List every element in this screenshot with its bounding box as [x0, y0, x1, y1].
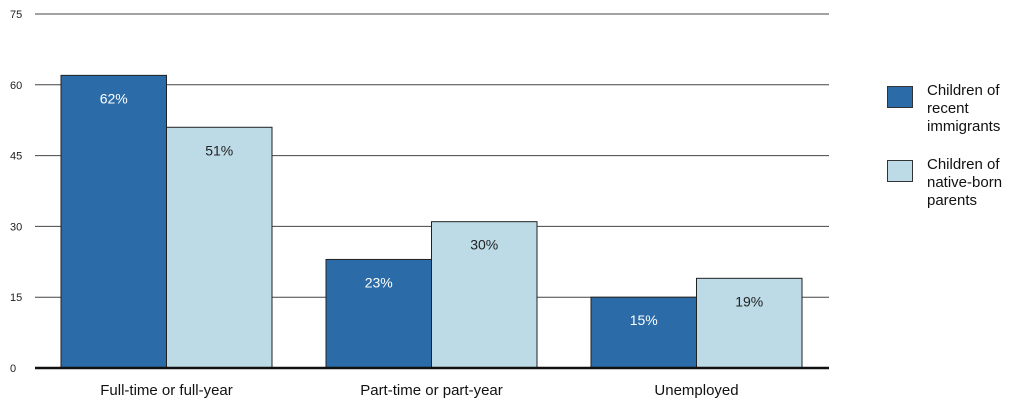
y-tick-label-45: 45: [10, 151, 22, 163]
bar-recent-immigrants-1: [325, 258, 432, 369]
bar-label-recent-immigrants-0: 62%: [100, 90, 128, 106]
bar-label-recent-immigrants-2: 15%: [630, 312, 658, 328]
y-tick-label-75: 75: [10, 9, 22, 21]
y-tick-label-15: 15: [10, 292, 22, 304]
y-tick-label-60: 60: [10, 80, 22, 92]
category-label-2: Unemployed: [654, 382, 738, 399]
category-label-0: Full-time or full-year: [100, 382, 233, 399]
legend-item-recent-immigrants: Children of recent immigrants: [887, 82, 1029, 136]
category-label-1: Part-time or part-year: [360, 382, 503, 399]
legend-swatch-recent-immigrants: [887, 86, 913, 108]
bar-label-recent-immigrants-1: 23%: [365, 274, 393, 290]
legend-swatch-native-born: [887, 160, 913, 182]
y-tick-label-30: 30: [10, 221, 22, 233]
y-tick-label-0: 0: [10, 363, 16, 375]
legend: Children of recent immigrants Children o…: [887, 82, 1029, 230]
bar-recent-immigrants-2: [590, 296, 697, 369]
bar-label-native-born-2: 19%: [735, 293, 763, 309]
legend-item-native-born: Children of native-born parents: [887, 156, 1029, 210]
legend-label-recent-immigrants: Children of recent immigrants: [927, 82, 1001, 135]
bar-label-native-born-1: 30%: [470, 237, 498, 253]
bar-native-born-0: [166, 126, 273, 369]
bars: [60, 74, 803, 369]
legend-label-native-born: Children of native-born parents: [927, 156, 1003, 209]
bar-native-born-2: [696, 277, 803, 369]
bar-label-native-born-0: 51%: [205, 142, 233, 158]
y-axis-ticks: 0 15 30 45 60 75: [10, 9, 22, 375]
bar-recent-immigrants-0: [60, 74, 167, 369]
category-labels: Full-time or full-year Part-time or part-…: [100, 382, 738, 399]
bar-labels: 62% 51% 23% 30% 15% 19%: [100, 90, 764, 328]
